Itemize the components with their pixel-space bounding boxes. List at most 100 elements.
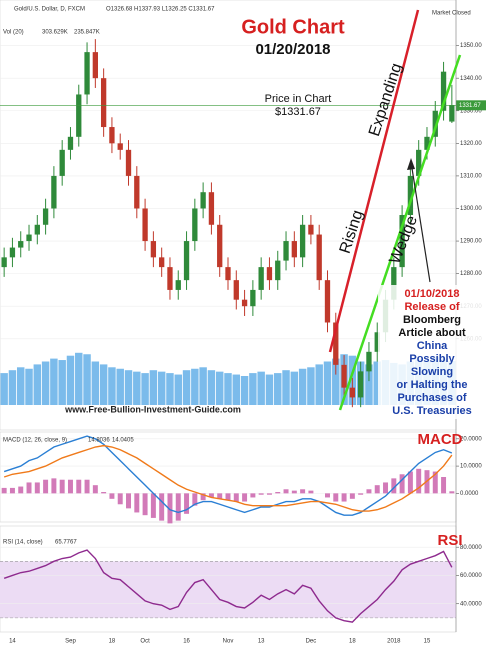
volume-bar xyxy=(332,358,340,405)
volume-bar xyxy=(290,371,299,405)
candle-body xyxy=(407,175,414,215)
candle-body xyxy=(366,351,372,372)
histogram-bar xyxy=(167,493,173,524)
event-line: Possibly xyxy=(409,353,455,365)
event-box xyxy=(378,285,486,419)
candle-body xyxy=(250,289,256,307)
y-tick-label: 80.0000 xyxy=(460,545,482,551)
histogram-bar xyxy=(291,490,297,494)
price-caption-value: $1331.67 xyxy=(275,106,321,118)
candle-body xyxy=(299,224,306,258)
volume-bar xyxy=(191,368,199,405)
last-price-box xyxy=(456,100,486,111)
volume-bar xyxy=(16,367,25,405)
candle-body xyxy=(200,192,206,209)
rsi-legend: RSI (14, close) xyxy=(3,540,43,546)
website: www.Free-Bullion-Investment-Guide.com xyxy=(64,404,241,414)
x-tick-label: 18 xyxy=(349,639,356,645)
volume-bar xyxy=(116,368,124,405)
signal-value: 14.0405 xyxy=(112,438,134,444)
volume-bar xyxy=(307,367,315,405)
y-tick-label: 10.0000 xyxy=(460,464,482,470)
volume-bar xyxy=(240,376,249,405)
x-tick-label: Sep xyxy=(65,639,76,645)
volume-bar xyxy=(174,374,182,405)
histogram-bar xyxy=(9,487,15,494)
y-tick-label: 1330.00 xyxy=(460,108,482,114)
volume-value: 303.629K xyxy=(42,30,68,36)
volume-bar xyxy=(274,373,282,405)
histogram-bar xyxy=(441,477,447,494)
y-tick-label: 1280.00 xyxy=(460,271,482,277)
histogram-bar xyxy=(233,493,239,502)
volume-bar xyxy=(50,358,58,405)
candle-body xyxy=(100,78,107,128)
histogram-bar xyxy=(283,489,289,494)
histogram-bar xyxy=(159,493,165,521)
candle-body xyxy=(391,267,397,300)
arrow xyxy=(410,161,431,283)
volume-bar xyxy=(365,364,373,405)
candle-body xyxy=(18,241,24,248)
candle-body xyxy=(76,94,82,137)
event-line: Article about xyxy=(398,327,466,339)
volume-bar xyxy=(257,371,265,405)
candle-body xyxy=(167,267,173,290)
y-tick-label: 1350.00 xyxy=(460,43,482,49)
volume-legend: Vol (20) xyxy=(3,30,24,36)
candle-body xyxy=(1,257,7,268)
volume-bar xyxy=(298,368,307,405)
candle-body xyxy=(341,364,347,388)
candle-body xyxy=(258,267,264,290)
volume-bar xyxy=(83,354,91,405)
y-tick-label: 1300.00 xyxy=(460,206,482,212)
candle-body xyxy=(291,241,297,258)
event-line: or Halting the xyxy=(397,379,468,391)
histogram-bar xyxy=(391,478,397,494)
candle-body xyxy=(225,267,231,281)
histogram-bar xyxy=(59,479,65,494)
histogram-bar xyxy=(117,493,123,505)
symbol: Gold/U.S. Dollar, D, FXCM xyxy=(14,7,85,13)
event-line: Bloomberg xyxy=(403,314,461,326)
last-price-label: 1331.67 xyxy=(459,103,481,109)
histogram-bar xyxy=(266,493,272,495)
volume-bar xyxy=(373,361,381,405)
macd-line xyxy=(3,435,453,516)
y-tick-label: 1320.00 xyxy=(460,141,482,147)
event-line: Purchases of xyxy=(397,392,466,404)
candle-body xyxy=(183,241,190,281)
ohlc: O1326.68 H1337.93 L1326.25 C1331.67 xyxy=(106,7,215,13)
histogram-bar xyxy=(217,493,223,499)
candle-body xyxy=(233,280,239,300)
histogram-bar xyxy=(225,493,231,501)
candle-body xyxy=(324,280,331,323)
candle-body xyxy=(416,149,422,176)
volume-ma: 235.847K xyxy=(74,30,100,36)
histogram-bar xyxy=(349,493,355,499)
histogram-bar xyxy=(92,485,98,494)
volume-bar xyxy=(149,370,158,405)
volume-bar xyxy=(8,370,17,405)
volume-bar xyxy=(25,368,33,405)
histogram-bar xyxy=(34,482,40,494)
candle-body xyxy=(374,332,380,352)
volume-bar xyxy=(215,371,224,405)
x-tick-label: 2018 xyxy=(387,639,401,645)
x-tick-label: 16 xyxy=(183,639,190,645)
volume-bar xyxy=(207,370,216,405)
y-tick-label: 0.0000 xyxy=(460,491,479,497)
histogram-bar xyxy=(51,478,57,494)
volume-bar xyxy=(108,367,116,405)
candle-body xyxy=(432,110,438,137)
volume-bar xyxy=(199,367,207,405)
candle-body xyxy=(333,322,339,365)
rsi-band xyxy=(0,561,456,618)
y-tick-label: 1340.00 xyxy=(460,76,482,82)
candle-body xyxy=(42,208,49,225)
candle-body xyxy=(109,127,115,144)
candle-body xyxy=(349,387,356,398)
macd-title: MACD xyxy=(418,431,463,448)
histogram-bar xyxy=(192,493,198,506)
